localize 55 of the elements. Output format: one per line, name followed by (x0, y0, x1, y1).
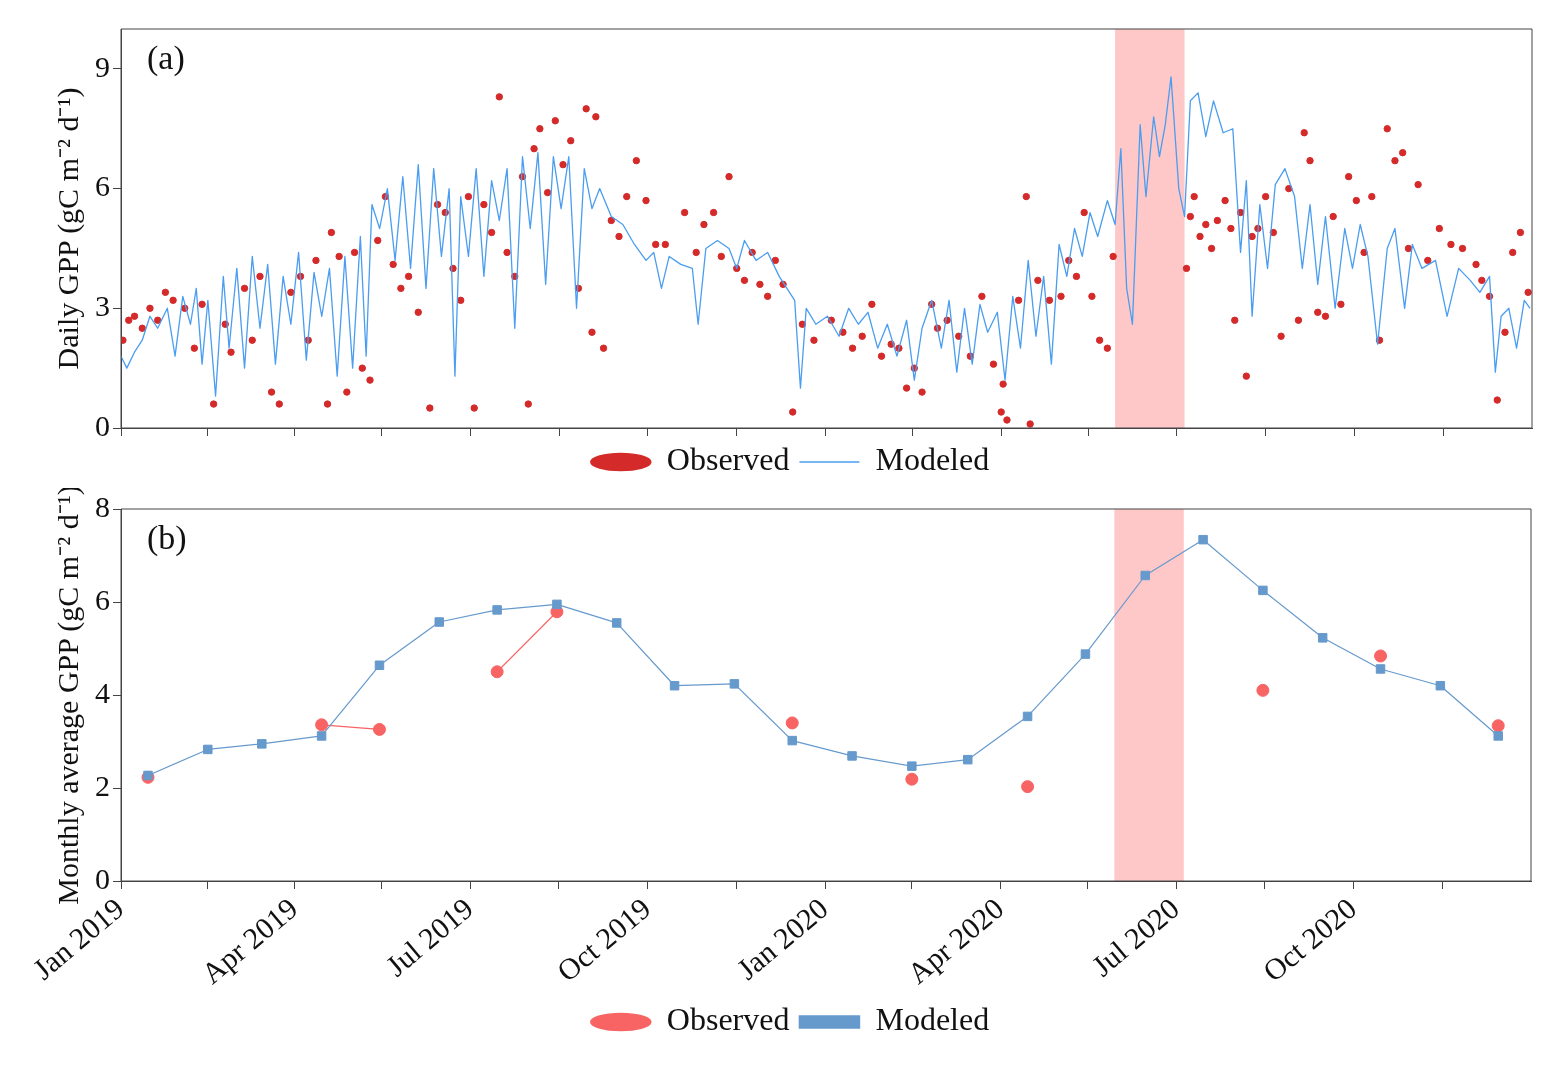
point (1317, 633, 1328, 643)
annotation: (b) (147, 518, 187, 557)
y-tick-label: 6 (95, 582, 110, 616)
point (785, 716, 799, 730)
point (1021, 780, 1035, 794)
point (203, 744, 213, 755)
legend-label: Observed (666, 441, 790, 478)
legend-label: Modeled (875, 441, 990, 478)
x-tick-label: Apr 2019 (194, 891, 304, 990)
point (1256, 683, 1270, 697)
legend-label: Observed (666, 1001, 790, 1038)
y-tick-label: 6 (95, 169, 110, 203)
point (611, 618, 622, 628)
point (1493, 731, 1503, 741)
point (1258, 585, 1268, 596)
point (787, 735, 797, 746)
point (374, 660, 385, 670)
y-tick-label: 0 (95, 408, 110, 442)
point (907, 761, 917, 771)
annotation: (a) (147, 38, 185, 77)
y-tick-label: 9 (95, 49, 110, 83)
x-tick-label: Oct 2020 (1256, 891, 1363, 988)
point (847, 751, 857, 761)
legend-label: Modeled (875, 1001, 990, 1038)
y-tick-label: 3 (95, 289, 110, 323)
point (669, 680, 680, 691)
point (1374, 649, 1388, 663)
point (1022, 711, 1033, 722)
point (1140, 570, 1150, 581)
x-tick-label: Oct 2019 (550, 891, 657, 988)
point (434, 617, 445, 627)
x-tick-label: Apr 2020 (900, 891, 1010, 990)
y-tick-label: 4 (95, 675, 110, 709)
point (372, 722, 386, 736)
x-tick-label: Jan 2020 (730, 891, 834, 986)
point (1198, 534, 1208, 545)
point (257, 739, 267, 749)
y-axis-title: Daily GPP (gC m⁻² d⁻¹) (50, 87, 85, 370)
point (729, 679, 740, 689)
y-tick-label: 0 (95, 861, 110, 895)
y-tick-label: 8 (95, 489, 110, 523)
point (552, 599, 562, 610)
point (1375, 664, 1386, 674)
point (963, 754, 973, 765)
x-tick-label: Jul 2019 (379, 891, 480, 983)
point (316, 731, 327, 741)
point (905, 772, 919, 786)
x-tick-label: Jul 2020 (1085, 891, 1186, 983)
point (315, 718, 329, 732)
point (492, 605, 502, 615)
point (490, 665, 504, 679)
point (1491, 719, 1505, 733)
y-tick-label: 2 (95, 768, 110, 802)
point (1080, 649, 1091, 659)
point (1435, 680, 1446, 691)
